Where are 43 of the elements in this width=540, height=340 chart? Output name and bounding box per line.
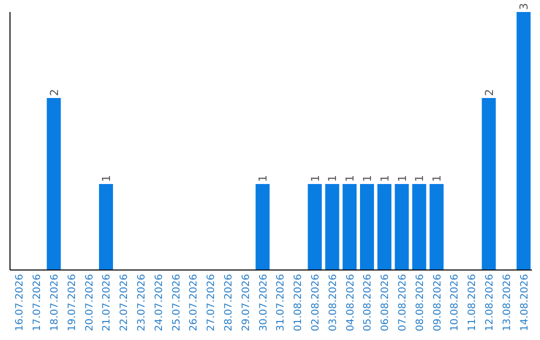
- x-tick-label: 21.07.2026: [102, 274, 113, 332]
- x-tick-label: 19.07.2026: [66, 274, 78, 332]
- x-tick-label: 17.07.2026: [32, 274, 44, 332]
- data-label: 1: [413, 175, 426, 182]
- x-tick-label: 31.07.2026: [276, 274, 287, 332]
- x-tick-label: 27.07.2026: [206, 274, 218, 332]
- data-label: 2: [48, 89, 61, 96]
- x-tick-label: 10.08.2026: [450, 274, 461, 332]
- x-tick-label: 20.07.2026: [84, 274, 96, 332]
- data-label: 1: [361, 175, 374, 182]
- data-label: 1: [396, 175, 409, 182]
- x-tick-label: 29.07.2026: [240, 274, 252, 332]
- x-tick-label: 18.07.2026: [50, 274, 60, 332]
- data-label: 1: [256, 175, 270, 182]
- x-tick-label: 23.07.2026: [136, 274, 148, 332]
- x-tick-label: 02.08.2026: [310, 274, 322, 332]
- data-label: 1: [308, 175, 322, 182]
- x-tick-label: 04.08.2026: [345, 274, 356, 332]
- x-tick-label: 22.07.2026: [119, 274, 130, 332]
- x-tick-label: 24.07.2026: [154, 274, 165, 332]
- x-tick-label: 07.08.2026: [398, 274, 408, 332]
- x-tick-label: 03.08.2026: [328, 274, 339, 332]
- x-tick-label: 09.08.2026: [432, 274, 444, 332]
- data-label: 2: [482, 89, 496, 96]
- data-label: 1: [378, 175, 392, 182]
- x-tick-label: 13.08.2026: [502, 274, 513, 332]
- data-label: 1: [344, 175, 357, 182]
- x-tick-label: 14.08.2026: [519, 274, 530, 332]
- x-tick-label: 08.08.2026: [414, 274, 426, 332]
- x-tick-label: 11.08.2026: [467, 274, 478, 332]
- x-tick-label: 30.07.2026: [258, 274, 270, 332]
- x-tick-label: 25.07.2026: [171, 274, 182, 332]
- x-tick-label: 01.08.2026: [293, 274, 304, 332]
- x-tick-label: 12.08.2026: [484, 274, 496, 332]
- x-tick-label: 05.08.2026: [362, 274, 374, 332]
- data-label: 3: [518, 3, 531, 10]
- data-label: 1: [100, 175, 113, 182]
- data-label: 1: [430, 175, 444, 182]
- data-label: 1: [326, 175, 340, 182]
- x-tick-label: 06.08.2026: [380, 274, 392, 332]
- x-tick-label: 26.07.2026: [188, 274, 200, 332]
- x-tick-label: 16.07.2026: [14, 274, 26, 332]
- x-tick-label: 28.07.2026: [224, 274, 234, 332]
